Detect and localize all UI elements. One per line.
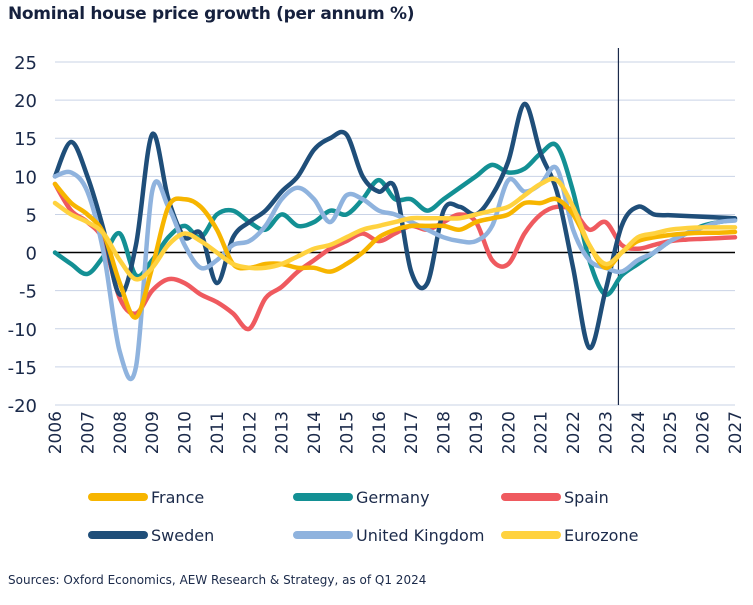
x-tick-label: 2018: [435, 411, 455, 454]
y-tick-label: -15: [8, 358, 37, 379]
x-tick-label: 2012: [240, 411, 260, 454]
legend-label-germany: Germany: [356, 488, 430, 507]
x-tick-label: 2010: [176, 411, 196, 454]
x-tick-label: 2020: [499, 411, 519, 454]
y-tick-label: 15: [14, 129, 37, 150]
x-tick-label: 2019: [467, 411, 487, 454]
y-tick-label: 20: [14, 91, 37, 112]
legend-label-france: France: [151, 488, 204, 507]
x-tick-label: 2025: [661, 411, 681, 454]
x-tick-label: 2014: [305, 411, 325, 454]
chart-title: Nominal house price growth (per annum %): [8, 4, 415, 24]
y-tick-label: 5: [26, 205, 37, 226]
series-line-sweden: [52, 101, 738, 351]
legend-label-eurozone: Eurozone: [564, 526, 638, 545]
x-tick-label: 2008: [111, 411, 131, 454]
legend: France Germany Spain Sweden United Kingdom Eu…: [88, 488, 638, 545]
x-tick-label: 2009: [143, 411, 163, 454]
legend-label-spain: Spain: [564, 488, 609, 507]
legend-label-sweden: Sweden: [151, 526, 214, 545]
series-lines: [52, 101, 738, 382]
x-tick-label: 2023: [596, 411, 616, 454]
series-line-spain: [52, 181, 738, 332]
x-tick-label: 2027: [726, 411, 746, 454]
x-tick-label: 2013: [273, 411, 293, 454]
x-tick-label: 2011: [208, 411, 228, 454]
x-tick-label: 2021: [532, 411, 552, 454]
series-line-eurozone: [52, 176, 738, 282]
legend-label-united-kingdom: United Kingdom: [356, 526, 484, 545]
x-tick-label: 2022: [564, 411, 584, 454]
x-tick-label: 2015: [337, 411, 357, 454]
y-tick-label: -5: [19, 282, 37, 303]
y-tick-label: 10: [14, 167, 37, 188]
series-line-germany: [52, 141, 738, 297]
x-tick-label: 2007: [78, 411, 98, 454]
x-tick-label: 2026: [694, 411, 714, 454]
x-tick-label: 2006: [46, 411, 66, 454]
y-tick-label: 25: [14, 53, 37, 74]
y-tick-label: -10: [8, 320, 37, 341]
y-tick-label: -20: [8, 396, 37, 417]
x-tick-label: 2017: [402, 411, 422, 454]
series-line-united-kingdom: [52, 164, 738, 382]
source-note: Sources: Oxford Economics, AEW Research …: [8, 573, 427, 587]
y-tick-label: 0: [26, 244, 37, 265]
x-tick-label: 2016: [370, 411, 390, 454]
x-tick-label: 2024: [629, 411, 649, 454]
